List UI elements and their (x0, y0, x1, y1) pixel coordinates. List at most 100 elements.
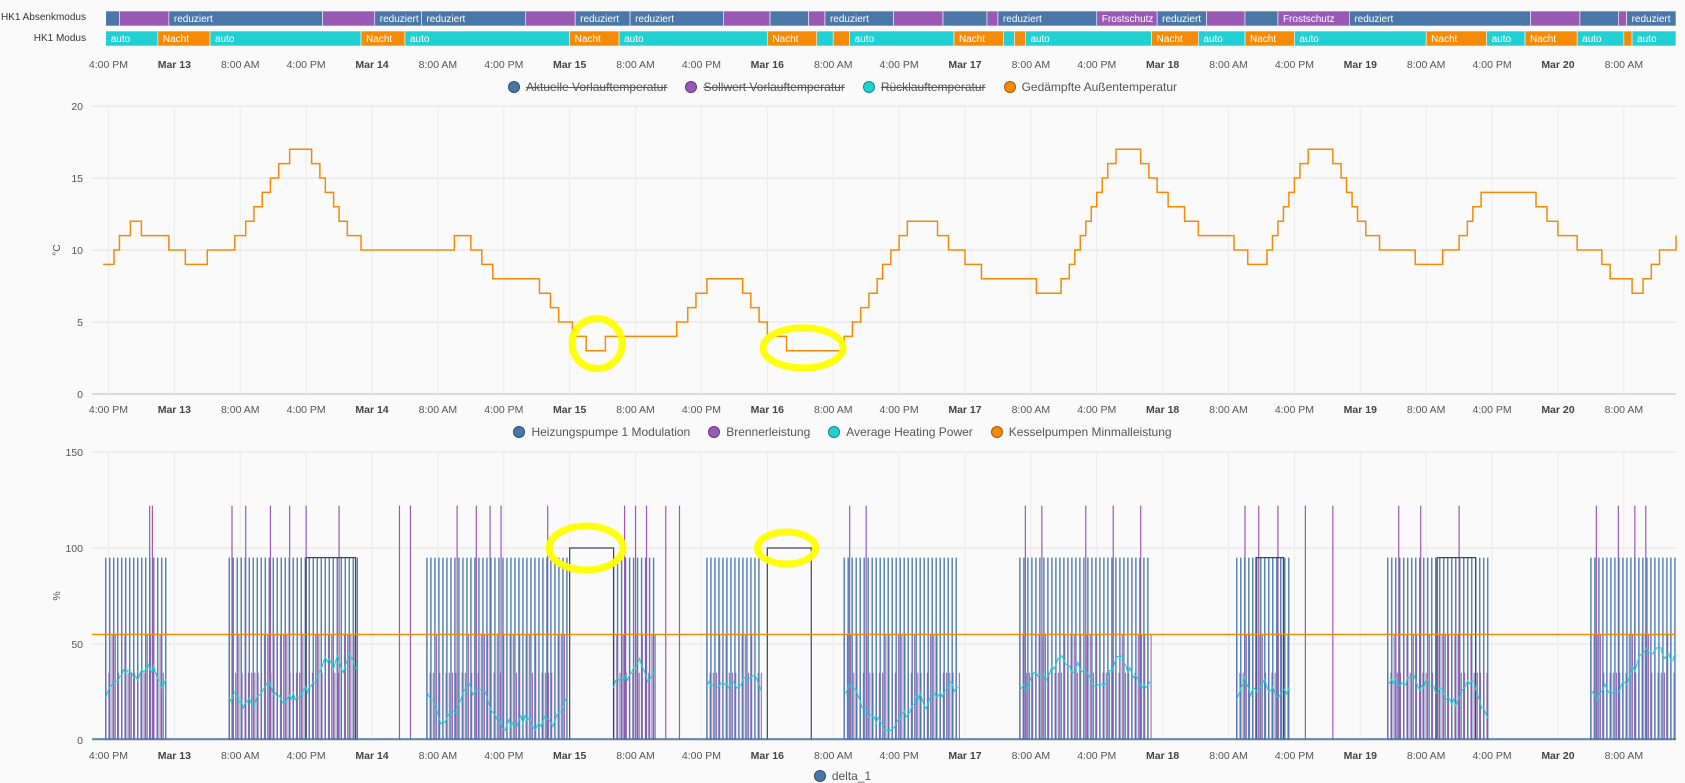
time-axis-tick-label: Mar 19 (1344, 404, 1377, 416)
legend-item-sollwert[interactable]: Sollwert Vorlauftemperatur (685, 80, 845, 94)
time-axis-tick-label: 4:00 PM (287, 59, 326, 71)
timeline-segment (1579, 10, 1619, 27)
timeline-segment-label: auto (1582, 34, 1602, 45)
time-axis-tick-label: 8:00 AM (1012, 59, 1051, 71)
time-axis-tick-label: 8:00 AM (1209, 750, 1248, 762)
legend-item-delta[interactable]: delta_1 (813, 769, 872, 783)
timeline-segment-label: Nacht (772, 34, 798, 45)
legend-item-heizungspumpe[interactable]: Heizungspumpe 1 Modulation (513, 425, 690, 439)
timeline-segment (986, 10, 999, 27)
series-average-heating-power (105, 646, 1676, 732)
timeline-segment (723, 10, 771, 27)
y-axis-label: °C (51, 244, 63, 256)
timeline-segment (1244, 10, 1279, 27)
legend-item-average-heating-power[interactable]: Average Heating Power (828, 425, 973, 439)
time-axis-tick-label: 8:00 AM (616, 59, 655, 71)
time-axis-tick-label: Mar 16 (751, 750, 784, 762)
time-axis-middle: 4:00 PM Mar 13 8:00 AM 4:00 PM Mar 14 8:00 AM… (89, 404, 1643, 416)
time-axis-top: 4:00 PM Mar 13 8:00 AM 4:00 PM Mar 14 8:00 AM… (89, 59, 1643, 71)
pump-plateau (569, 547, 615, 740)
avg-power-line (706, 673, 762, 691)
time-axis-tick-label: Mar 14 (355, 59, 388, 71)
legend-label: Brennerleistung (726, 425, 811, 439)
timeline-segment-label: Nacht (366, 34, 392, 45)
time-axis-tick-label: 8:00 AM (419, 404, 458, 416)
timeline-segment-label: reduziert (1162, 14, 1201, 25)
legend-item-brennerleistung[interactable]: Brennerleistung (708, 425, 810, 439)
series-line-aussentemperatur (102, 148, 1677, 352)
time-axis-tick-label: 4:00 PM (1275, 59, 1314, 71)
time-axis-tick-label: 4:00 PM (682, 404, 721, 416)
time-axis-tick-label: Mar 18 (1146, 750, 1179, 762)
time-axis-tick-label: Mar 13 (158, 750, 191, 762)
legend-item-ruecklauf[interactable]: Rücklauftemperatur (862, 80, 986, 94)
avg-power-line (105, 661, 167, 699)
y-tick-label: 5 (77, 317, 83, 329)
highlight-circle (754, 528, 820, 568)
highlight-circle (545, 522, 627, 574)
y-tick-label: 10 (71, 245, 83, 257)
time-axis-tick-label: 4:00 PM (1275, 750, 1314, 762)
legend-item-aussentemperatur[interactable]: Gedämpfte Außentemperatur (1003, 80, 1177, 94)
legend-label: delta_1 (831, 769, 872, 783)
timeline-segment-label: auto (1299, 34, 1319, 45)
legend-item-kesselpumpen[interactable]: Kesselpumpen Minmalleistung (990, 425, 1172, 439)
timeline-segment-label: auto (111, 34, 131, 45)
y-tick-label: 50 (71, 639, 83, 651)
temperature-chart: 0 5 10 15 20 °C (51, 101, 1676, 401)
time-axis-tick-label: 8:00 AM (814, 404, 853, 416)
time-axis-tick-label: 4:00 PM (880, 404, 919, 416)
avg-power-line (426, 681, 568, 732)
time-axis-tick-label: 8:00 AM (1605, 59, 1644, 71)
time-axis-tick-label: Mar 14 (355, 750, 388, 762)
time-axis-tick-label: 8:00 AM (1012, 750, 1051, 762)
y-tick-label: 150 (65, 447, 83, 459)
time-axis-tick-label: 4:00 PM (1077, 59, 1116, 71)
time-axis-tick-label: Mar 14 (355, 404, 388, 416)
time-axis-tick-label: 8:00 AM (1209, 59, 1248, 71)
time-axis-tick-label: 8:00 AM (616, 404, 655, 416)
avg-power-line (1019, 654, 1151, 693)
legend-dot (685, 81, 698, 93)
timeline-segment-label: auto (1637, 34, 1657, 45)
timeline-segment-label: auto (1492, 34, 1512, 45)
y-tick-label: 15 (71, 173, 83, 185)
legend-dot (708, 426, 721, 438)
time-axis-tick-label: Mar 17 (948, 750, 981, 762)
time-axis-tick-label: 4:00 PM (287, 404, 326, 416)
timeline-segment (525, 10, 576, 27)
timeline-segment (769, 10, 809, 27)
pump-plateau (766, 547, 812, 740)
pump-plateau (1436, 557, 1477, 740)
time-axis-tick-label: Mar 20 (1541, 404, 1574, 416)
timeline-segment-label: Nacht (959, 34, 985, 45)
timeline-segment-label: auto (855, 34, 875, 45)
time-axis-tick-label: 4:00 PM (682, 750, 721, 762)
series-heizungspumpe (92, 547, 1676, 740)
timeline-segment-label: Nacht (1530, 34, 1556, 45)
legend-dot (862, 81, 875, 93)
avg-power-line (1590, 646, 1676, 701)
timeline-segment (816, 30, 834, 47)
avg-power-line (1387, 673, 1489, 719)
delta-legend: delta_1 (0, 769, 1685, 783)
timeline-segment-label: reduziert (580, 14, 619, 25)
time-axis-tick-label: Mar 18 (1146, 59, 1179, 71)
time-axis-tick-label: 8:00 AM (221, 750, 260, 762)
timeline-row-1: auto Nacht auto Nacht auto Nacht auto Nacht auto… (105, 30, 1677, 47)
timeline-segment (942, 10, 988, 27)
timeline-segment-label: reduziert (830, 14, 869, 25)
timeline-row-0: reduziert reduziert reduziert reduziert redu… (105, 10, 1677, 27)
time-axis-tick-label: 8:00 AM (221, 59, 260, 71)
legend-item-vorlauf[interactable]: Aktuelle Vorlauftemperatur (508, 80, 667, 94)
highlight-circle (568, 315, 626, 373)
timeline-segment-label: Nacht (575, 34, 601, 45)
time-axis-tick-label: 4:00 PM (287, 750, 326, 762)
time-axis-tick-label: 8:00 AM (616, 750, 655, 762)
avg-power-line (1236, 675, 1290, 700)
time-axis-tick-label: 4:00 PM (1473, 59, 1512, 71)
legend-label: Sollwert Vorlauftemperatur (703, 80, 845, 94)
time-axis-tick-label: Mar 17 (948, 59, 981, 71)
timeline-segment-label: Frostschutz (1283, 14, 1335, 25)
